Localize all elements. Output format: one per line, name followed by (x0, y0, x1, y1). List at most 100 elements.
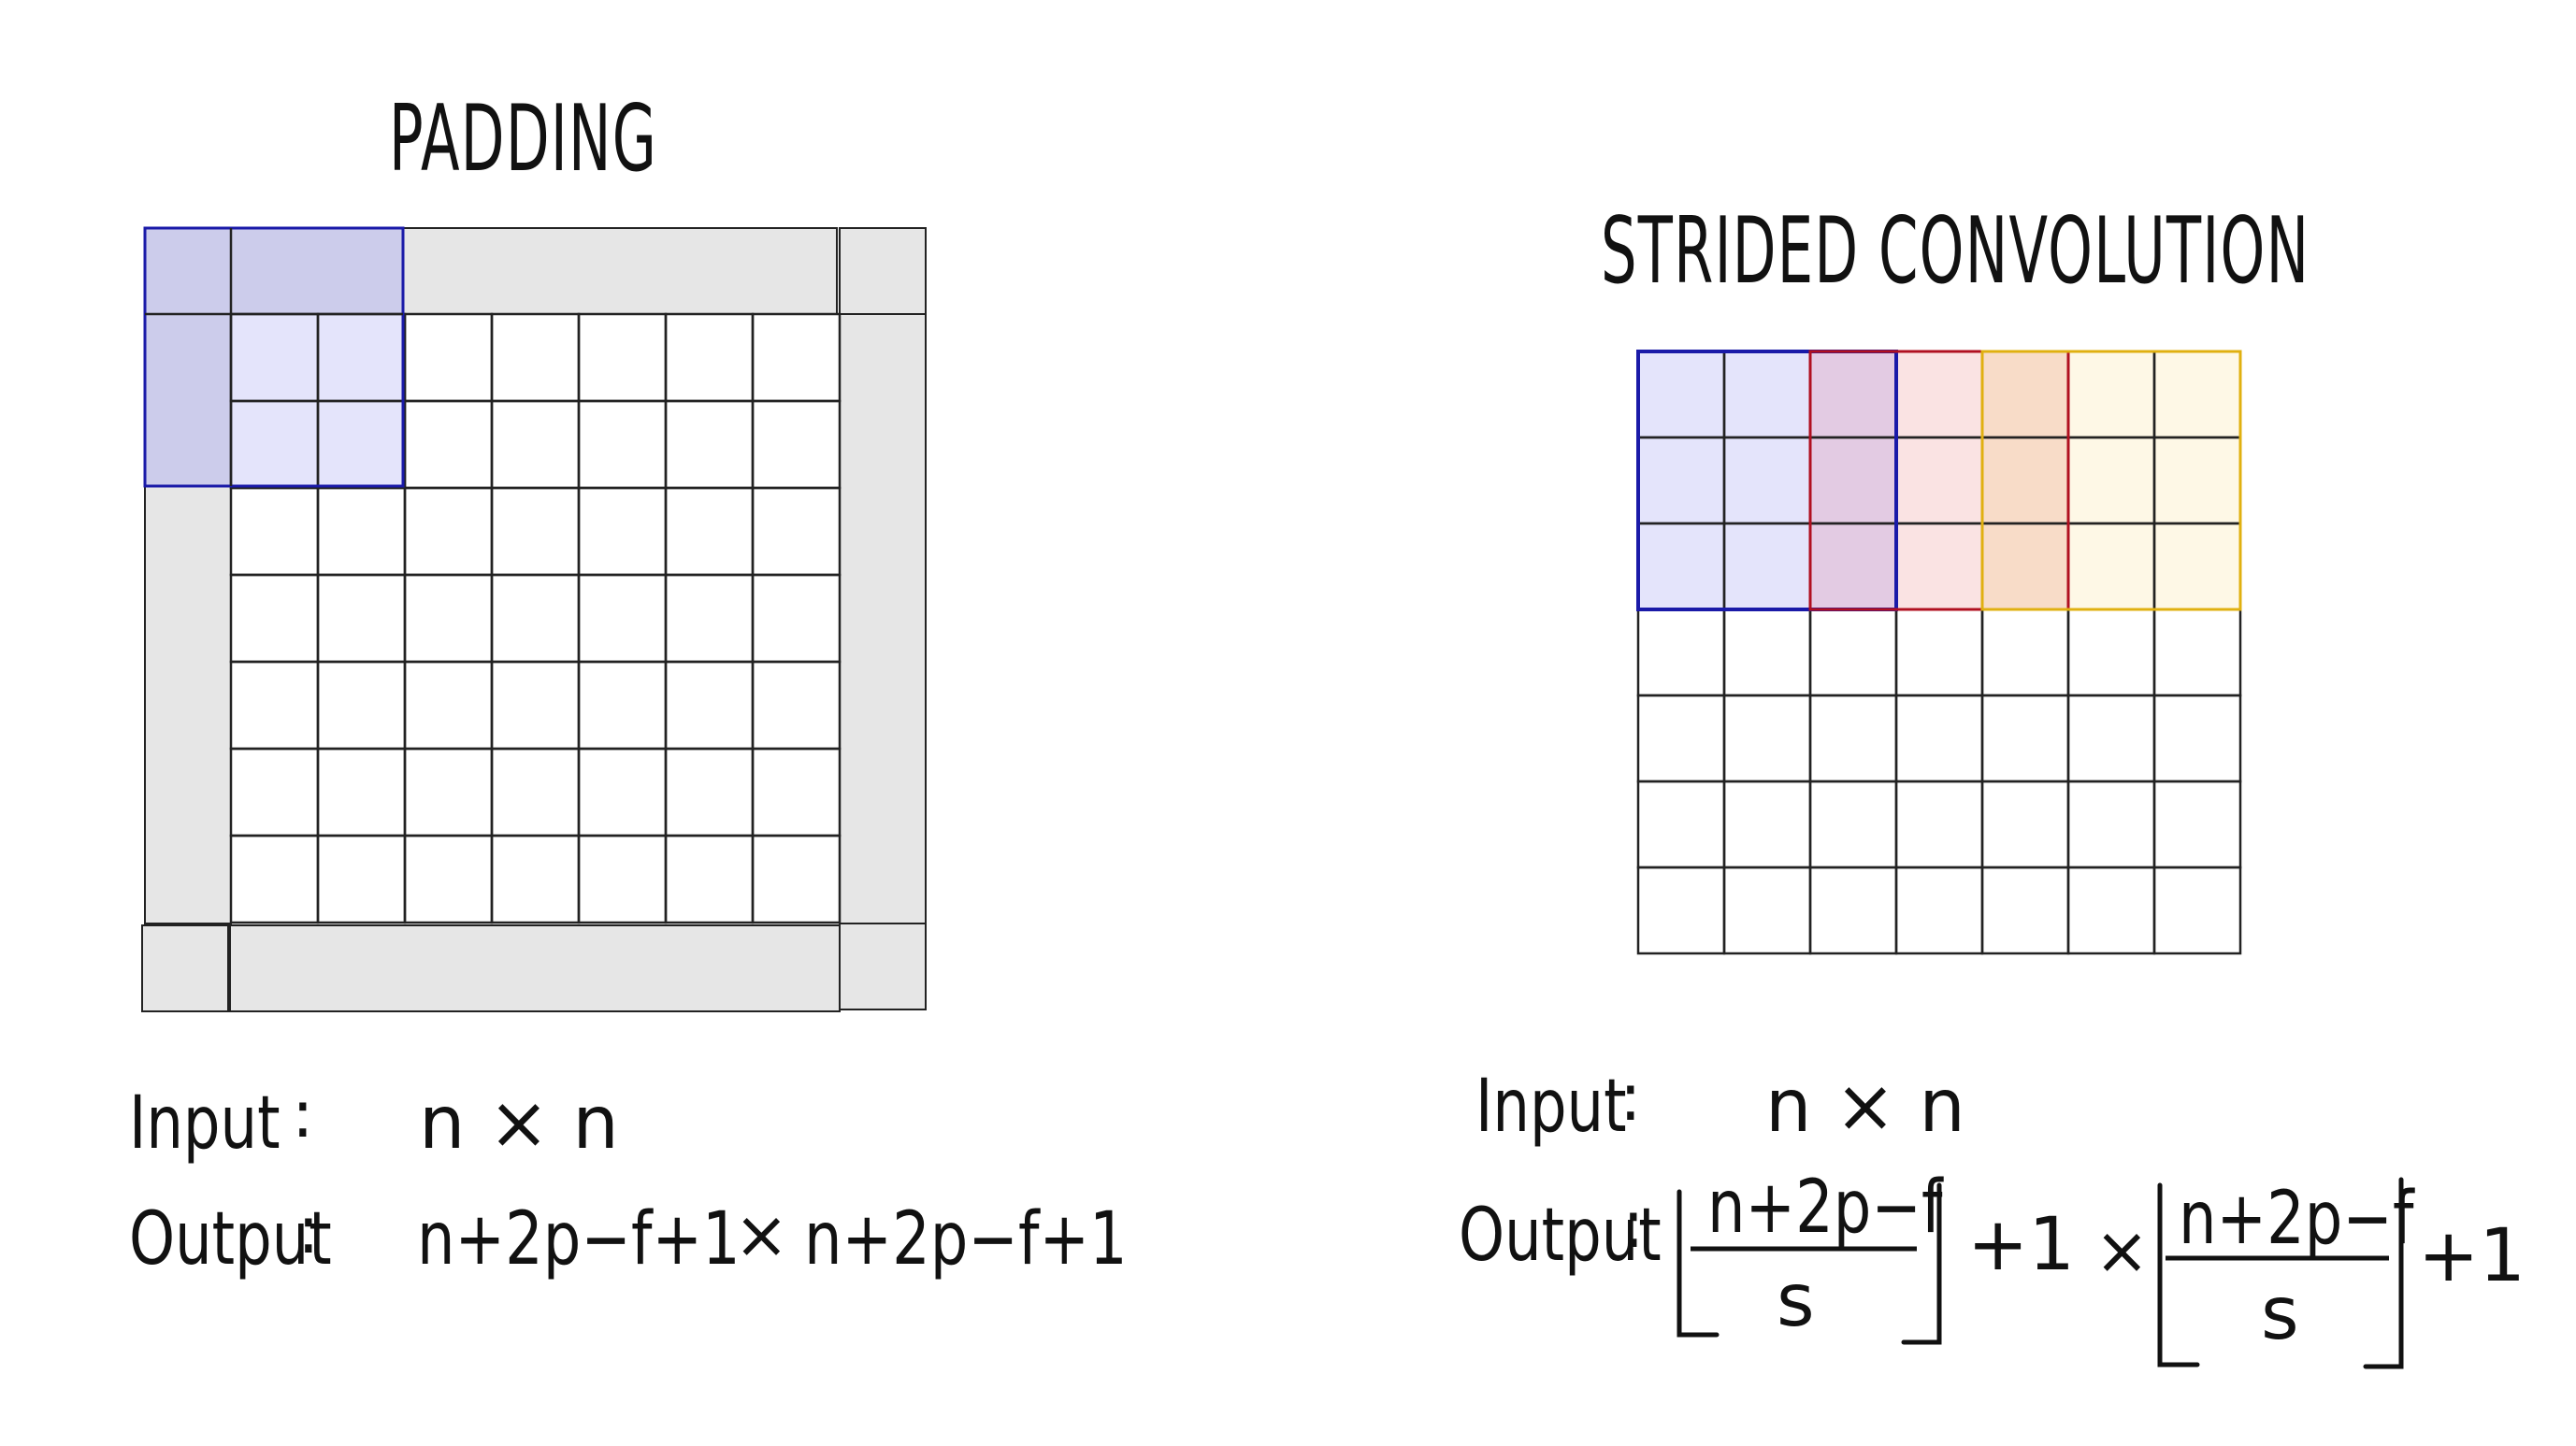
padding-output-times: × (734, 1196, 789, 1273)
padding-grid-cell (751, 660, 842, 751)
floor-2-denominator: s (2261, 1272, 2299, 1356)
strided-output-times: × (2094, 1212, 2150, 1289)
padding-grid-cell (577, 834, 668, 924)
strided-grid-cell (1808, 866, 1898, 955)
floor-2-numerator: n+2p−f (2179, 1176, 2415, 1261)
floor-1-left (1677, 1189, 1720, 1338)
strided-grid-cell (1722, 780, 1812, 869)
padding-output-colon: : (297, 1192, 320, 1268)
strided-grid (1636, 350, 2242, 955)
padding-grid-cell (664, 747, 755, 838)
padding-grid-cell (664, 312, 755, 403)
floor-1-plus-one: +1 (1967, 1203, 2075, 1287)
strided-grid-cell (1808, 694, 1898, 783)
strided-grid-cell (2066, 608, 2156, 697)
padding-grid-cell (490, 834, 581, 924)
padding-inner-grid (229, 312, 842, 924)
strided-grid-cell (1980, 866, 2070, 955)
filter-outline (143, 226, 405, 488)
padding-grid-cell (316, 834, 407, 924)
strided-grid-cell (1636, 694, 1726, 783)
padding-grid-cell (229, 660, 320, 751)
padding-grid-cell (751, 573, 842, 664)
window-1-outline (1636, 350, 1898, 611)
padding-grid-cell (403, 834, 494, 924)
strided-grid-cell (2066, 780, 2156, 869)
floor-1-right (1901, 1182, 1942, 1345)
padding-grid-cell (490, 486, 581, 577)
window-3-outline (1980, 350, 2242, 611)
padding-grid-cell (664, 660, 755, 751)
padding-grid-cell (577, 660, 668, 751)
padding-output-label: Output (129, 1195, 332, 1281)
padding-grid-cell (751, 747, 842, 838)
strided-grid-cell (1722, 608, 1812, 697)
padding-grid-cell (664, 486, 755, 577)
pad-right (839, 313, 927, 924)
strided-grid-cell (1894, 694, 1984, 783)
padding-input-label: Input (129, 1080, 281, 1166)
strided-grid-cell (2152, 780, 2242, 869)
strided-grid-cell (1808, 608, 1898, 697)
padding-grid-cell (664, 573, 755, 664)
padding-grid-cell (751, 312, 842, 403)
filter-pad-left (145, 314, 231, 486)
strided-formulas: Input : n × n Output : n+2p−f s +1 × n+2… (1459, 1059, 2526, 1369)
strided-grid-cell (2066, 694, 2156, 783)
padding-grid-cell (403, 312, 494, 403)
floor-1-denominator: s (1777, 1259, 1815, 1343)
padding-grid-cell (577, 312, 668, 403)
filter-pad-corner (145, 228, 231, 314)
window-overlap-2-fill (1982, 351, 2068, 609)
padding-output-expr-2: n+2p−f+1 (804, 1196, 1128, 1281)
strided-grid-cell (1980, 780, 2070, 869)
padding-grid-cell (229, 834, 320, 924)
strided-grid-cell (1808, 780, 1898, 869)
pad-bottom (229, 924, 841, 1012)
padding-grid-cell (490, 573, 581, 664)
strided-grid-cell (1636, 780, 1726, 869)
padding-grid-cell (577, 747, 668, 838)
strided-grid-cell (1894, 866, 1984, 955)
strided-grid-cell (2152, 866, 2242, 955)
padding-grid-cell (664, 399, 755, 490)
window-2-fill (1896, 351, 1982, 609)
strided-grid-cell (1636, 608, 1726, 697)
padding-grid-cell (403, 486, 494, 577)
strided-output-colon: : (1622, 1186, 1645, 1263)
padding-grid-cell (316, 660, 407, 751)
strided-grid-cell (2152, 694, 2242, 783)
strided-grid-cell (1722, 694, 1812, 783)
padding-grid (141, 226, 927, 1012)
padding-formulas: Input : n × n Output : n+2p−f+1 × n+2p−f… (129, 1076, 1128, 1281)
padding-grid-cell (403, 660, 494, 751)
padding-grid-cell (577, 486, 668, 577)
padding-grid-cell (490, 660, 581, 751)
strided-grid-cell (1980, 608, 2070, 697)
padding-grid-cell (490, 747, 581, 838)
strided-grid-cell (1636, 866, 1726, 955)
padding-grid-cell (316, 573, 407, 664)
window-overlap-1-fill (1810, 351, 1896, 609)
padding-grid-cell (316, 486, 407, 577)
pad-bottom-right-corner (839, 923, 927, 1010)
padding-grid-cell (751, 834, 842, 924)
filter-pad-top (231, 228, 403, 314)
padding-grid-cell (490, 399, 581, 490)
pad-top-right-corner (839, 227, 927, 315)
strided-input-colon: : (1619, 1059, 1642, 1136)
padding-grid-cell (751, 486, 842, 577)
padding-grid-cell (751, 399, 842, 490)
padding-input-expr: n × n (419, 1081, 619, 1166)
strided-input-label: Input (1475, 1063, 1627, 1149)
strided-grid-cell (1894, 780, 1984, 869)
strided-convolution-title: STRIDED CONVOLUTION (1601, 198, 2310, 305)
padding-grid-cell (403, 747, 494, 838)
floor-2-left (2157, 1182, 2200, 1367)
padding-grid-cell (229, 486, 320, 577)
padding-grid-cell (403, 399, 494, 490)
padding-input-colon: : (292, 1076, 314, 1153)
padding-grid-cell (403, 573, 494, 664)
padding-grid-cell (577, 573, 668, 664)
